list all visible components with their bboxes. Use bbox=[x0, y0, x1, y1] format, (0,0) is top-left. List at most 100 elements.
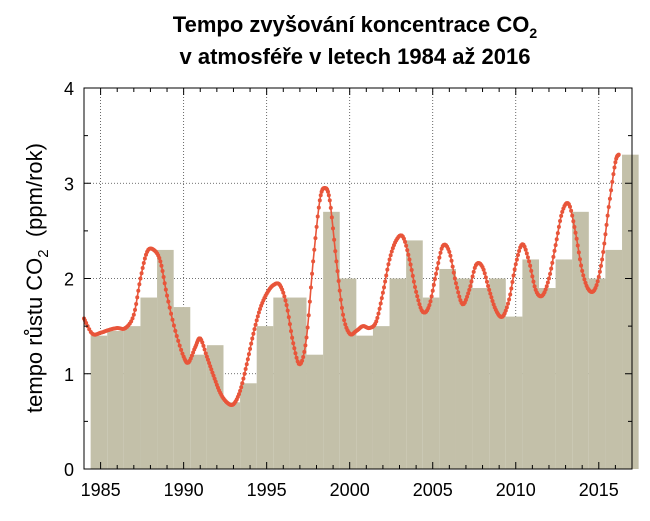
y-tick-label: 2 bbox=[64, 270, 74, 290]
data-point bbox=[580, 268, 585, 273]
data-point bbox=[343, 322, 348, 327]
data-point bbox=[378, 301, 383, 306]
data-point bbox=[469, 279, 474, 284]
data-point bbox=[286, 315, 291, 320]
data-point bbox=[207, 360, 212, 365]
data-point bbox=[281, 290, 286, 295]
data-point bbox=[386, 262, 391, 267]
x-tick-label: 2000 bbox=[330, 480, 370, 500]
data-point bbox=[597, 269, 602, 274]
data-point bbox=[387, 257, 392, 262]
data-point bbox=[135, 295, 140, 300]
data-point bbox=[510, 280, 515, 285]
title-line-1: Tempo zvyšování koncentrace CO2 bbox=[173, 12, 538, 41]
data-point bbox=[545, 280, 550, 285]
data-point bbox=[544, 284, 549, 289]
data-point bbox=[282, 294, 287, 299]
data-point bbox=[210, 370, 215, 375]
data-point bbox=[334, 259, 339, 264]
data-point bbox=[409, 268, 414, 272]
data-point bbox=[158, 259, 163, 264]
data-point bbox=[332, 237, 337, 242]
bar bbox=[256, 326, 274, 469]
data-point bbox=[251, 331, 256, 336]
data-point bbox=[570, 213, 575, 218]
bar bbox=[555, 259, 573, 469]
data-point bbox=[410, 273, 415, 278]
data-point bbox=[429, 294, 434, 299]
data-point bbox=[376, 311, 381, 316]
bar bbox=[140, 297, 158, 469]
data-point bbox=[559, 213, 564, 218]
data-point bbox=[389, 249, 394, 254]
data-point bbox=[514, 257, 519, 262]
data-point bbox=[171, 323, 176, 328]
data-point bbox=[244, 362, 249, 367]
data-point bbox=[554, 237, 559, 242]
data-point bbox=[512, 267, 517, 272]
data-point bbox=[280, 287, 285, 292]
data-point bbox=[337, 288, 342, 293]
data-point bbox=[388, 253, 393, 258]
data-point bbox=[134, 301, 139, 306]
data-point bbox=[599, 263, 603, 268]
data-point bbox=[600, 257, 605, 262]
x-tick-label: 1995 bbox=[247, 480, 287, 500]
bar bbox=[356, 335, 373, 469]
data-point bbox=[508, 292, 513, 297]
data-point bbox=[560, 209, 565, 214]
data-point bbox=[604, 222, 609, 227]
data-point bbox=[165, 293, 170, 298]
data-point bbox=[243, 367, 248, 372]
data-point bbox=[574, 236, 579, 241]
y-tick-label: 4 bbox=[64, 79, 74, 99]
bar bbox=[240, 383, 257, 469]
data-point bbox=[211, 373, 216, 378]
data-point bbox=[529, 268, 534, 273]
data-point bbox=[169, 311, 174, 316]
data-point bbox=[468, 284, 473, 289]
data-point bbox=[139, 271, 144, 276]
data-point bbox=[594, 283, 599, 288]
data-point bbox=[511, 273, 516, 278]
data-point bbox=[413, 285, 418, 290]
y-axis-label-unit: (ppm/rok) bbox=[22, 143, 47, 249]
data-point bbox=[253, 322, 258, 327]
data-point bbox=[305, 325, 310, 330]
data-point bbox=[456, 290, 461, 295]
data-point bbox=[379, 296, 384, 301]
x-tick-label: 2015 bbox=[579, 480, 619, 500]
data-point bbox=[313, 236, 318, 241]
data-point bbox=[131, 312, 136, 317]
data-point bbox=[450, 264, 455, 269]
data-point bbox=[180, 351, 185, 356]
data-point bbox=[310, 271, 315, 276]
y-axis-label: tempo růstu CO2 (ppm/rok) bbox=[22, 143, 52, 413]
data-point bbox=[506, 301, 511, 306]
data-point bbox=[489, 295, 494, 300]
data-point bbox=[524, 251, 529, 256]
data-point bbox=[327, 198, 332, 203]
bar bbox=[339, 278, 357, 469]
bar bbox=[605, 249, 623, 469]
data-point bbox=[407, 257, 412, 262]
data-point bbox=[404, 243, 409, 248]
data-point bbox=[163, 287, 168, 292]
data-point bbox=[250, 336, 255, 341]
data-point bbox=[248, 346, 253, 351]
data-point bbox=[481, 267, 486, 272]
data-point bbox=[240, 381, 245, 386]
y-tick-label: 1 bbox=[64, 365, 74, 385]
bar bbox=[323, 211, 340, 469]
data-point bbox=[170, 317, 175, 322]
data-point bbox=[335, 269, 340, 274]
bar bbox=[622, 154, 639, 470]
data-point bbox=[596, 274, 601, 279]
data-point bbox=[607, 196, 612, 201]
data-point bbox=[140, 265, 145, 270]
data-point bbox=[161, 275, 166, 280]
data-point bbox=[463, 297, 468, 302]
bar bbox=[422, 297, 440, 469]
data-point bbox=[430, 288, 435, 293]
